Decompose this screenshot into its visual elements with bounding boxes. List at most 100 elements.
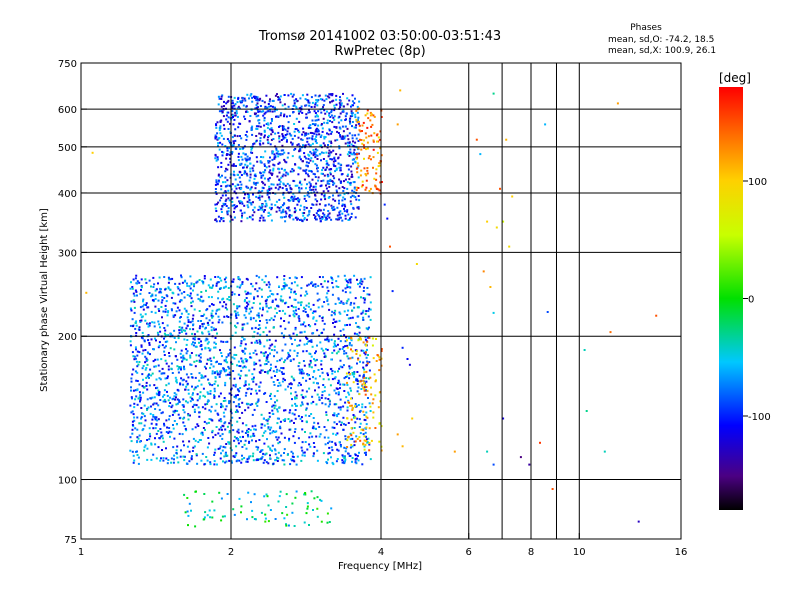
data-point: [344, 287, 347, 290]
data-point: [300, 370, 303, 373]
data-point: [235, 394, 238, 397]
data-point: [356, 383, 359, 385]
data-point: [252, 317, 255, 320]
data-point: [252, 181, 255, 184]
data-point: [239, 365, 242, 368]
data-point: [308, 108, 310, 111]
data-point: [243, 352, 246, 355]
data-point: [259, 125, 262, 128]
data-point: [323, 390, 326, 393]
data-point: [283, 361, 286, 364]
data-point: [276, 93, 278, 96]
y-tick-label: 500: [58, 143, 77, 154]
data-point: [157, 320, 160, 323]
data-point: [197, 297, 200, 300]
data-point: [227, 210, 230, 213]
data-point: [233, 346, 236, 349]
data-point: [363, 147, 366, 149]
data-point: [175, 449, 178, 452]
data-point: [297, 365, 300, 368]
data-point: [151, 321, 154, 324]
data-point: [218, 148, 221, 151]
data-point: [344, 435, 347, 438]
data-point: [234, 331, 237, 334]
data-point: [131, 318, 134, 321]
data-point: [339, 134, 341, 136]
data-point: [223, 455, 226, 458]
data-point: [138, 383, 141, 386]
data-point: [322, 104, 325, 107]
data-point: [224, 191, 227, 194]
data-point: [232, 164, 235, 167]
data-point: [154, 443, 157, 446]
data-point: [269, 432, 272, 435]
data-point: [299, 97, 302, 100]
data-point: [354, 216, 357, 219]
data-point: [153, 396, 156, 399]
data-point: [193, 283, 196, 286]
data-point: [323, 352, 326, 355]
data-point: [262, 331, 265, 334]
data-point: [351, 189, 354, 192]
data-point: [274, 404, 277, 407]
data-point: [156, 331, 159, 334]
data-point: [286, 172, 289, 175]
data-point: [248, 199, 251, 201]
data-point: [226, 212, 229, 215]
data-point: [218, 395, 221, 398]
data-point: [134, 327, 137, 330]
data-point: [362, 297, 365, 300]
data-point: [157, 346, 160, 349]
data-point: [206, 391, 209, 394]
data-point: [363, 414, 366, 416]
data-point: [321, 317, 324, 319]
data-point: [282, 419, 285, 422]
data-point: [216, 121, 219, 124]
data-point: [295, 128, 298, 131]
data-point: [327, 190, 330, 193]
data-point: [203, 275, 206, 277]
data-point: [136, 380, 139, 382]
data-point: [195, 454, 198, 457]
data-point: [256, 181, 259, 184]
data-point: [338, 145, 341, 148]
data-point: [356, 333, 358, 336]
data-point: [173, 337, 176, 339]
data-point: [158, 370, 161, 373]
data-point: [223, 203, 226, 206]
data-point: [324, 94, 327, 97]
data-point: [268, 295, 271, 298]
data-point: [213, 372, 216, 375]
data-point: [233, 134, 236, 137]
data-point: [306, 218, 308, 221]
plot-frame: [80, 62, 682, 540]
data-point: [317, 306, 320, 309]
data-point: [237, 155, 240, 158]
data-point: [237, 428, 240, 431]
data-point: [233, 142, 235, 145]
data-point: [150, 374, 153, 377]
data-point: [279, 425, 282, 428]
data-point: [346, 344, 349, 347]
data-point: [211, 431, 214, 434]
data-point: [369, 318, 372, 321]
data-point: [316, 149, 319, 152]
data-point: [492, 92, 495, 95]
data-point: [349, 281, 352, 284]
data-point: [297, 143, 300, 146]
data-point: [276, 460, 279, 462]
data-point: [140, 416, 143, 419]
data-point: [186, 339, 189, 341]
data-point: [222, 425, 225, 428]
data-point: [363, 139, 365, 142]
data-point: [241, 99, 244, 102]
data-point: [331, 94, 334, 97]
data-point: [353, 306, 356, 309]
data-point: [255, 99, 258, 102]
data-point: [241, 158, 244, 161]
data-point: [254, 183, 257, 186]
data-point: [261, 195, 264, 198]
data-point: [308, 181, 311, 184]
data-point: [294, 402, 297, 405]
